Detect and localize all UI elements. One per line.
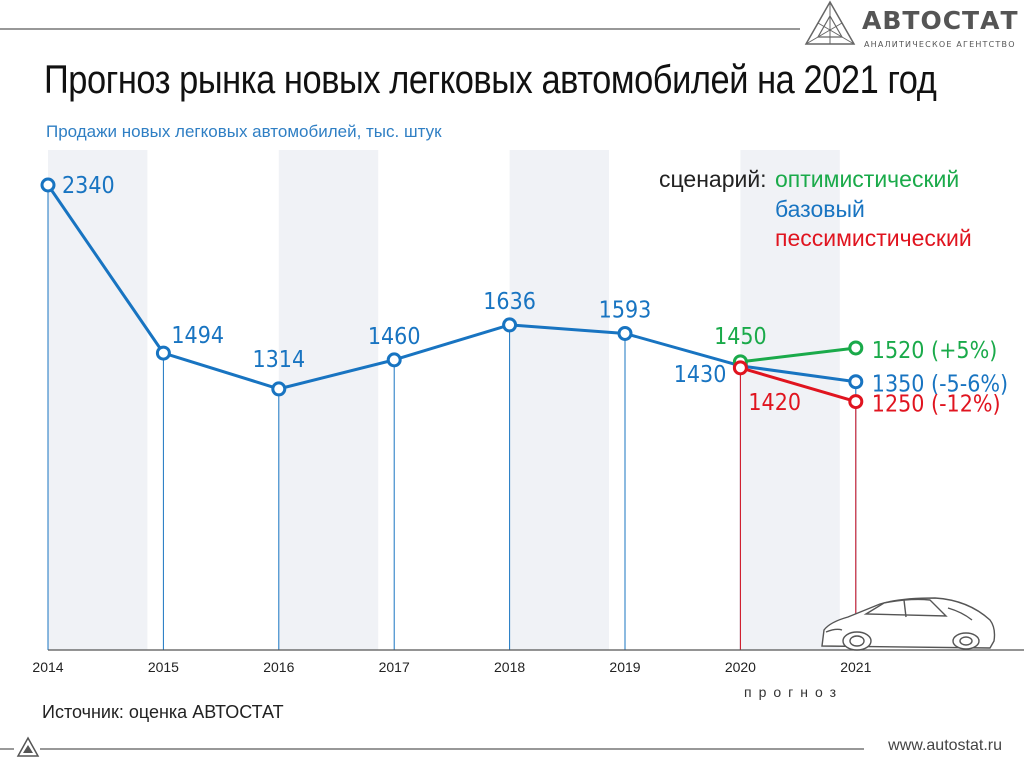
car-icon bbox=[821, 597, 996, 651]
data-points bbox=[40, 177, 864, 410]
data-label: 1420 bbox=[748, 390, 801, 416]
series-lines bbox=[46, 184, 857, 404]
website-link[interactable]: www.autostat.ru bbox=[888, 737, 1002, 754]
data-point bbox=[848, 374, 864, 390]
data-point bbox=[732, 360, 748, 376]
x-tick-label: 2018 bbox=[494, 659, 525, 675]
data-point bbox=[40, 177, 56, 193]
forecast-label: прогноз bbox=[744, 684, 844, 700]
logo-mark bbox=[804, 0, 856, 45]
data-labels: 2340 1494 1314 1460 1636 1593 1430 1350 (-5-6%)… bbox=[62, 173, 1008, 418]
page-title: Прогноз рынка новых легковых автомобилей… bbox=[44, 58, 937, 102]
logo-tagline: АНАЛИТИЧЕСКОЕ АГЕНТСТВО bbox=[864, 40, 1016, 49]
data-label: 1520 (+5%) bbox=[872, 338, 998, 364]
source-note: Источник: оценка АВТОСТАТ bbox=[42, 702, 284, 722]
series-line-0 bbox=[46, 184, 857, 391]
decor bbox=[0, 0, 996, 757]
x-tick-label: 2014 bbox=[32, 659, 63, 675]
data-label: 1350 (-5-6%) bbox=[872, 372, 1008, 398]
legend-prefix: сценарий: bbox=[659, 166, 767, 192]
data-point bbox=[155, 345, 171, 361]
legend-pessimistic: пессимистический bbox=[775, 225, 972, 251]
data-label: 1250 (-12%) bbox=[872, 392, 1001, 418]
series-line-1 bbox=[740, 346, 856, 364]
year-band bbox=[740, 150, 840, 650]
data-point bbox=[848, 340, 864, 356]
x-tick-label: 2017 bbox=[379, 659, 410, 675]
data-point bbox=[848, 394, 864, 410]
data-point bbox=[386, 352, 402, 368]
data-point bbox=[271, 381, 287, 397]
data-label: 1314 bbox=[252, 347, 305, 373]
x-tick-label: 2020 bbox=[725, 659, 756, 675]
logo-small-icon bbox=[16, 736, 40, 757]
data-label: 1494 bbox=[171, 323, 224, 349]
data-point bbox=[502, 317, 518, 333]
year-band bbox=[509, 150, 609, 650]
data-label: 2340 bbox=[62, 173, 115, 199]
page-subtitle: Продажи новых легковых автомобилей, тыс.… bbox=[46, 122, 442, 141]
data-label: 1593 bbox=[599, 297, 652, 323]
logo-name: АВТОСТАТ bbox=[862, 6, 1019, 35]
x-tick-label: 2015 bbox=[148, 659, 179, 675]
data-label: 1430 bbox=[674, 362, 727, 388]
data-label: 1636 bbox=[483, 289, 536, 315]
series-line-2 bbox=[739, 366, 857, 404]
x-tick-label: 2019 bbox=[609, 659, 640, 675]
year-band bbox=[48, 150, 148, 650]
legend-optimistic: оптимистический bbox=[775, 166, 960, 192]
year-bands bbox=[48, 150, 840, 650]
x-tick-label: 2021 bbox=[840, 659, 871, 675]
guide-lines bbox=[47, 185, 857, 650]
legend-base: базовый bbox=[775, 196, 865, 222]
data-label: 1460 bbox=[368, 324, 421, 350]
x-tick-label: 2016 bbox=[263, 659, 294, 675]
data-label: 1450 bbox=[714, 324, 767, 350]
year-band bbox=[278, 150, 379, 650]
x-axis: 2014 2015 2016 2017 2018 2019 2020 2021 bbox=[32, 649, 1024, 675]
data-point bbox=[617, 325, 633, 341]
